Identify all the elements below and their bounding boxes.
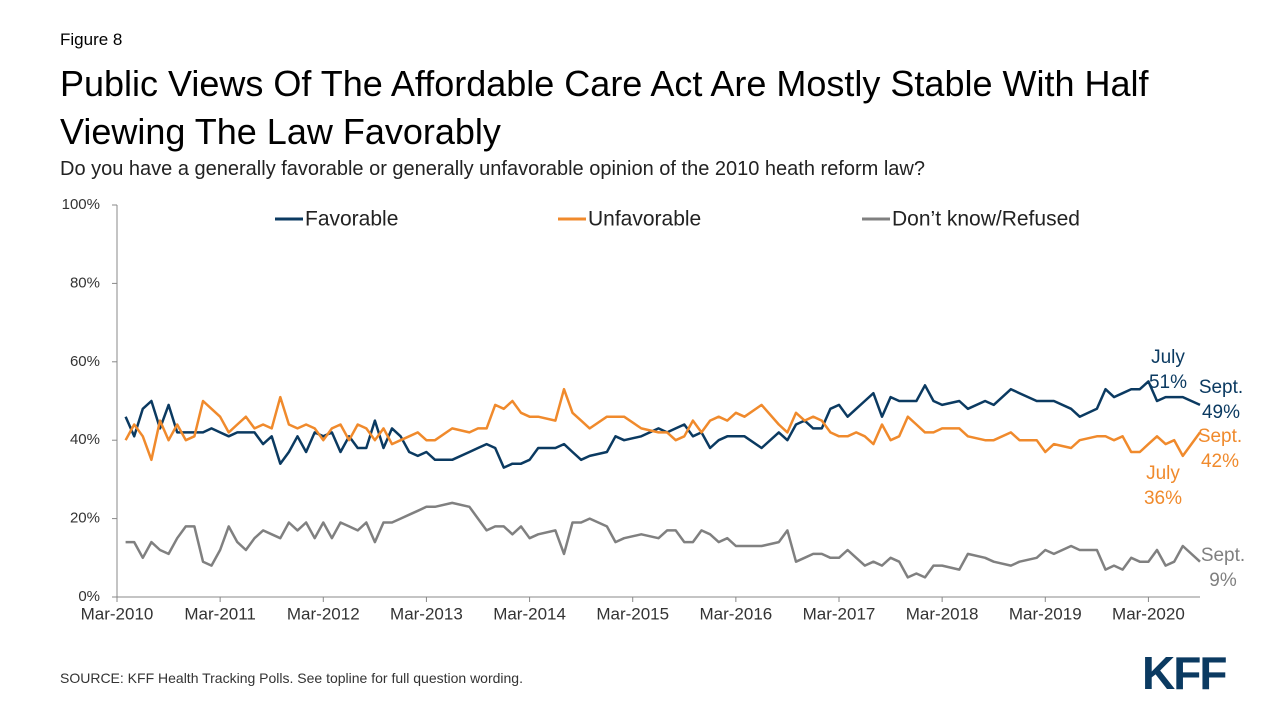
annotation: July xyxy=(1151,347,1185,368)
x-tick-label: Mar-2020 xyxy=(1112,604,1185,623)
annotation: Sept. xyxy=(1201,545,1245,566)
annotation: 51% xyxy=(1149,372,1187,393)
chart-title: Public Views Of The Affordable Care Act … xyxy=(60,63,1149,152)
x-tick-label: Mar-2011 xyxy=(184,604,256,623)
series-line xyxy=(124,387,1202,462)
annotation: 9% xyxy=(1209,570,1237,591)
annotation: 42% xyxy=(1201,451,1239,472)
annotation: July xyxy=(1146,463,1180,484)
x-tick-label: Mar-2019 xyxy=(1009,604,1082,623)
y-tick-label: 40% xyxy=(70,431,100,448)
y-tick-label: 20% xyxy=(70,510,100,527)
x-tick-label: Mar-2016 xyxy=(699,604,772,623)
legend-label: Favorable xyxy=(305,208,398,231)
legend-label: Don’t know/Refused xyxy=(892,208,1080,231)
annotation: 36% xyxy=(1144,488,1182,509)
y-tick-label: 100% xyxy=(62,196,100,213)
series-line xyxy=(125,501,1201,579)
annotation: 49% xyxy=(1202,402,1240,423)
figure-label: Figure 8 xyxy=(60,30,123,49)
x-tick-label: Mar-2010 xyxy=(81,604,154,623)
series-line xyxy=(124,380,1201,469)
x-tick-label: Mar-2013 xyxy=(390,604,463,623)
x-tick-label: Mar-2014 xyxy=(493,604,566,623)
source-note: SOURCE: KFF Health Tracking Polls. See t… xyxy=(60,670,523,686)
logo: KFF xyxy=(1142,647,1227,699)
y-tick-label: 0% xyxy=(78,588,100,605)
annotation: Sept. xyxy=(1198,426,1242,447)
annotation: Sept. xyxy=(1199,377,1243,398)
y-tick-label: 80% xyxy=(70,274,100,291)
x-tick-label: Mar-2015 xyxy=(596,604,669,623)
chart-subtitle: Do you have a generally favorable or gen… xyxy=(60,158,925,180)
legend-label: Unfavorable xyxy=(588,208,701,231)
x-tick-label: Mar-2018 xyxy=(906,604,979,623)
x-tick-label: Mar-2017 xyxy=(803,604,876,623)
y-tick-label: 60% xyxy=(70,353,100,370)
x-tick-label: Mar-2012 xyxy=(287,604,360,623)
